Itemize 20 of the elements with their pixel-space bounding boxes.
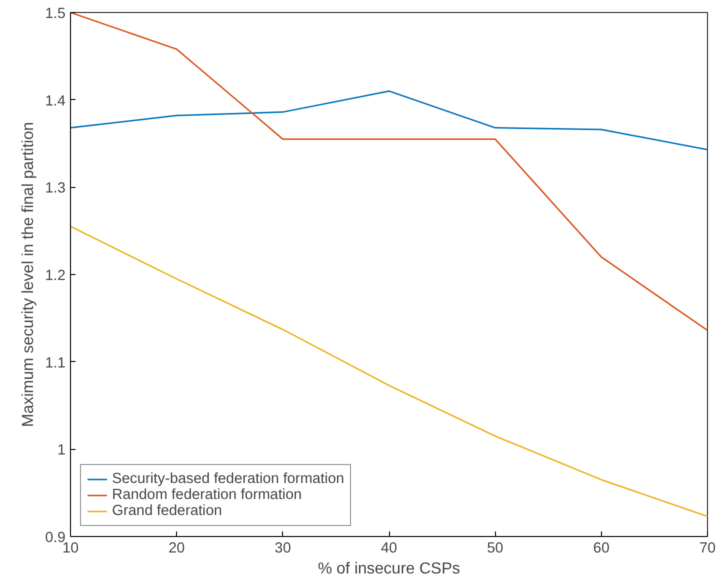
x-tick-label: 30 (274, 540, 291, 556)
line-series (70, 90, 708, 150)
y-tick-label: 1 (57, 442, 66, 459)
x-tick-label: 40 (380, 540, 398, 556)
legend-label: Security-based federation formation (112, 471, 344, 487)
line-series (70, 226, 708, 518)
y-tick-label: 1.1 (45, 355, 66, 372)
x-tick-label: 50 (487, 540, 504, 556)
x-axis-title: % of insecure CSPs (318, 560, 460, 578)
y-tick-label: 1.5 (45, 6, 66, 22)
y-axis-title: Maximum security level in the final partition (20, 122, 38, 428)
x-tick-label: 20 (168, 540, 185, 556)
y-tick-label: 1.2 (45, 268, 66, 284)
legend-label: Grand federation (112, 503, 222, 519)
x-tick-label: 60 (593, 540, 610, 556)
x-tick-label: 70 (699, 540, 716, 556)
y-tick-label: 1.4 (45, 93, 66, 110)
legend-label: Random federation formation (112, 487, 302, 503)
y-tick-label: 1.3 (45, 180, 66, 197)
line-series (70, 12, 708, 332)
